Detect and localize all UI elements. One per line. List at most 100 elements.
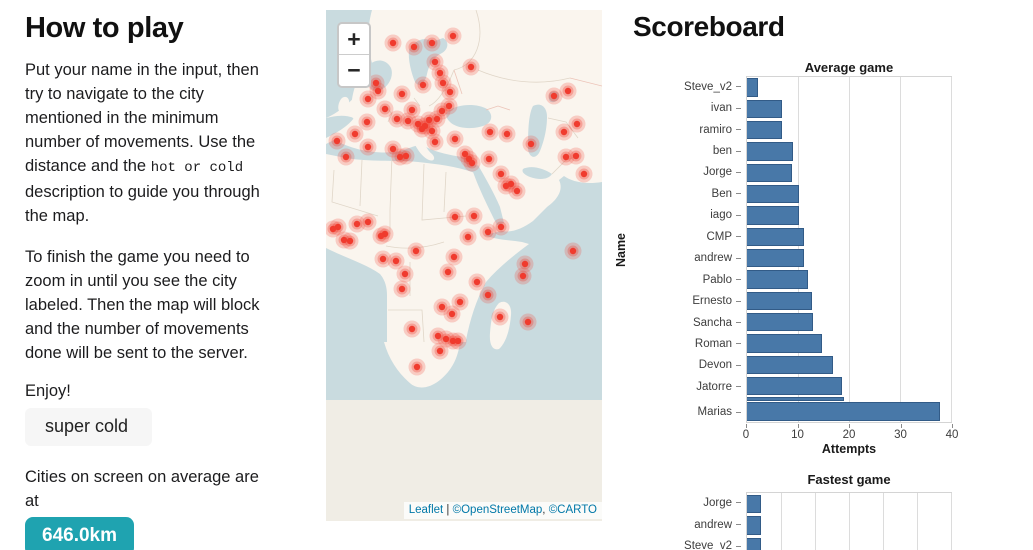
y-tick-row: Marias	[630, 402, 741, 423]
y-tick-mark	[736, 257, 741, 259]
y-tick-row: iago	[630, 205, 741, 226]
y-tick-label: iago	[710, 209, 732, 222]
city-marker	[436, 69, 444, 77]
bar-row	[747, 290, 951, 311]
city-marker	[333, 137, 341, 145]
bar	[747, 163, 793, 183]
y-tick-mark	[736, 236, 741, 238]
city-marker	[436, 347, 444, 355]
city-marker	[398, 285, 406, 293]
leaflet-map[interactable]: + − Leaflet | ©OpenStreetMap, ©CARTO	[326, 10, 602, 521]
city-marker	[329, 225, 337, 233]
y-tick-mark	[736, 411, 741, 413]
howto-panel: How to play Put your name in the input, …	[25, 12, 313, 550]
howto-paragraph-2: To finish the game you need to zoom in u…	[25, 248, 260, 362]
bar	[747, 99, 782, 119]
city-marker	[353, 220, 361, 228]
city-marker	[468, 159, 476, 167]
y-tick-mark	[736, 171, 741, 173]
bar	[747, 516, 761, 536]
city-marker	[408, 106, 416, 114]
city-marker	[379, 255, 387, 263]
y-tick-label: Jorge	[703, 166, 732, 179]
y-tick-row: Ernesto	[630, 290, 741, 311]
city-marker	[372, 79, 380, 87]
bar	[747, 494, 761, 514]
city-marker	[381, 105, 389, 113]
scoreboard-title: Scoreboard	[633, 11, 785, 42]
zoom-out-button[interactable]: −	[339, 55, 369, 86]
city-marker	[572, 152, 580, 160]
y-tick-label: Jorge	[703, 496, 732, 509]
city-marker	[467, 63, 475, 71]
y-tick-mark	[736, 343, 741, 345]
city-marker	[346, 237, 354, 245]
bar	[747, 206, 799, 225]
city-marker	[527, 140, 535, 148]
city-marker	[351, 130, 359, 138]
bar-row	[747, 248, 951, 269]
city-marker	[413, 363, 421, 371]
bar-rows	[747, 493, 951, 550]
distance-badge: 646.0km	[25, 517, 135, 550]
gridline	[951, 493, 952, 550]
city-marker	[550, 92, 558, 100]
howto-p1-text: Put your name in the input, then try to …	[25, 61, 259, 175]
city-marker	[402, 152, 410, 160]
y-tick-label: Ben	[711, 187, 732, 200]
city-marker	[364, 143, 372, 151]
y-tick-label: Steve_v2	[684, 540, 732, 550]
city-marker	[497, 170, 505, 178]
y-tick-row: Steve_v2	[630, 76, 741, 97]
city-marker	[454, 337, 462, 345]
city-marker	[451, 213, 459, 221]
map-empty-tiles	[326, 400, 602, 521]
average-game-x-axis-label: Attempts	[821, 442, 877, 456]
bar-row	[747, 396, 951, 401]
y-tick-label: ramiro	[699, 123, 732, 136]
y-tick-label: ivan	[710, 102, 732, 115]
city-marker	[410, 43, 418, 51]
bar	[747, 376, 842, 396]
y-tick-row: Devon	[630, 355, 741, 376]
bar	[747, 402, 940, 421]
y-tick-mark	[736, 214, 741, 216]
city-marker	[428, 39, 436, 47]
y-tick-mark	[736, 386, 741, 388]
city-marker	[434, 332, 442, 340]
city-marker	[389, 39, 397, 47]
y-tick-mark	[736, 107, 741, 109]
enjoy-text: Enjoy!	[25, 382, 71, 400]
carto-link[interactable]: ©CARTO	[548, 504, 597, 516]
city-marker	[396, 153, 404, 161]
bar-row	[747, 120, 951, 141]
city-marker	[451, 135, 459, 143]
y-tick-mark	[736, 150, 741, 152]
average-game-plot	[746, 76, 952, 423]
gridline	[917, 493, 918, 550]
y-tick-mark	[736, 524, 741, 526]
city-marker	[519, 272, 527, 280]
city-marker	[470, 212, 478, 220]
leaflet-link[interactable]: Leaflet	[408, 504, 444, 516]
bar-row	[747, 184, 951, 205]
city-marker	[401, 270, 409, 278]
openstreetmap-link[interactable]: ©OpenStreetMap	[452, 504, 543, 516]
bar-row	[747, 311, 951, 332]
y-tick-mark	[736, 364, 741, 366]
bar-row	[747, 515, 951, 537]
y-tick-mark	[736, 300, 741, 302]
y-tick-row: andrew	[630, 248, 741, 269]
city-marker	[389, 145, 397, 153]
city-marker	[364, 218, 372, 226]
city-marker	[450, 253, 458, 261]
zoom-in-button[interactable]: +	[339, 24, 369, 55]
city-marker	[524, 318, 532, 326]
bar-row	[747, 333, 951, 354]
bar-row	[747, 269, 951, 290]
city-marker	[377, 232, 385, 240]
bar-row	[747, 77, 951, 98]
fastest-game-plot	[746, 492, 952, 550]
y-tick-label: Devon	[698, 359, 732, 372]
city-marker	[502, 182, 510, 190]
